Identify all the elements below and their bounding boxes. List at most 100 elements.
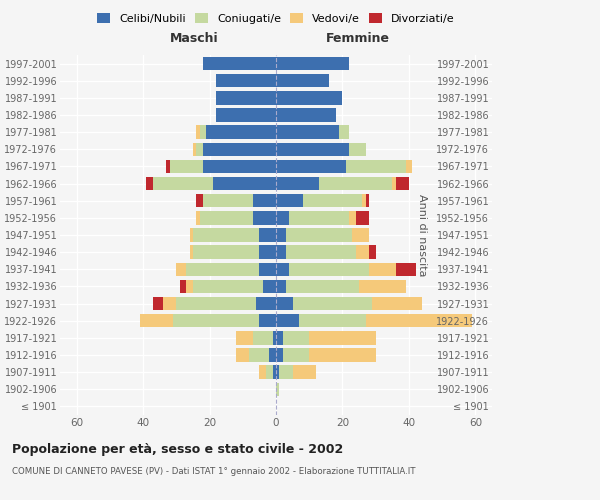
Bar bbox=[276, 280, 286, 293]
Bar bbox=[213, 177, 276, 190]
Bar bbox=[140, 314, 173, 328]
Bar bbox=[176, 297, 256, 310]
Bar bbox=[190, 228, 193, 241]
Bar bbox=[276, 211, 289, 224]
Bar bbox=[276, 382, 280, 396]
Bar bbox=[266, 366, 272, 379]
Bar bbox=[259, 246, 276, 259]
Text: Popolazione per età, sesso e stato civile - 2002: Popolazione per età, sesso e stato civil… bbox=[12, 442, 343, 456]
Bar bbox=[196, 194, 203, 207]
Bar bbox=[293, 297, 373, 310]
Text: Femmine: Femmine bbox=[326, 32, 390, 44]
Bar bbox=[193, 246, 259, 259]
Bar bbox=[359, 280, 406, 293]
Bar bbox=[289, 211, 349, 224]
Bar bbox=[286, 228, 352, 241]
Bar bbox=[203, 142, 276, 156]
Bar bbox=[256, 297, 276, 310]
Bar bbox=[163, 297, 176, 310]
Bar bbox=[196, 126, 200, 139]
Bar bbox=[362, 194, 366, 207]
Bar bbox=[259, 262, 276, 276]
Bar bbox=[236, 348, 250, 362]
Bar bbox=[153, 297, 163, 310]
Bar bbox=[392, 177, 395, 190]
Bar bbox=[276, 91, 343, 104]
Bar bbox=[366, 194, 369, 207]
Bar bbox=[289, 262, 369, 276]
Bar bbox=[253, 194, 276, 207]
Bar bbox=[346, 160, 406, 173]
Bar bbox=[395, 262, 416, 276]
Bar bbox=[369, 246, 376, 259]
Bar bbox=[283, 348, 309, 362]
Bar bbox=[276, 331, 283, 344]
Bar bbox=[276, 194, 302, 207]
Bar bbox=[276, 142, 349, 156]
Bar bbox=[216, 74, 276, 88]
Bar bbox=[369, 262, 395, 276]
Bar bbox=[250, 348, 269, 362]
Text: Maschi: Maschi bbox=[170, 32, 218, 44]
Bar bbox=[272, 366, 276, 379]
Bar bbox=[253, 331, 272, 344]
Y-axis label: Anni di nascita: Anni di nascita bbox=[417, 194, 427, 276]
Bar bbox=[203, 57, 276, 70]
Bar bbox=[276, 297, 293, 310]
Bar bbox=[309, 348, 376, 362]
Bar bbox=[259, 366, 266, 379]
Bar bbox=[286, 246, 356, 259]
Bar bbox=[299, 314, 366, 328]
Bar bbox=[196, 211, 200, 224]
Bar bbox=[179, 280, 186, 293]
Bar bbox=[200, 126, 206, 139]
Bar bbox=[170, 160, 203, 173]
Bar bbox=[349, 142, 366, 156]
Bar bbox=[253, 211, 276, 224]
Bar bbox=[193, 142, 196, 156]
Bar bbox=[276, 74, 329, 88]
Bar bbox=[276, 108, 336, 122]
Bar bbox=[196, 142, 203, 156]
Bar bbox=[276, 228, 286, 241]
Bar bbox=[200, 211, 253, 224]
Bar bbox=[302, 194, 362, 207]
Bar bbox=[283, 331, 309, 344]
Bar bbox=[193, 228, 259, 241]
Bar bbox=[259, 228, 276, 241]
Bar bbox=[216, 91, 276, 104]
Bar bbox=[276, 366, 280, 379]
Bar bbox=[206, 126, 276, 139]
Bar bbox=[349, 211, 356, 224]
Bar bbox=[276, 57, 349, 70]
Bar bbox=[356, 211, 369, 224]
Bar bbox=[146, 177, 153, 190]
Bar bbox=[406, 160, 412, 173]
Bar bbox=[216, 108, 276, 122]
Text: COMUNE DI CANNETO PAVESE (PV) - Dati ISTAT 1° gennaio 2002 - Elaborazione TUTTIT: COMUNE DI CANNETO PAVESE (PV) - Dati IST… bbox=[12, 468, 415, 476]
Bar bbox=[309, 331, 376, 344]
Bar bbox=[276, 262, 289, 276]
Bar bbox=[276, 160, 346, 173]
Bar bbox=[293, 366, 316, 379]
Bar bbox=[176, 262, 186, 276]
Bar bbox=[153, 177, 213, 190]
Bar bbox=[190, 246, 193, 259]
Bar bbox=[166, 160, 170, 173]
Bar bbox=[352, 228, 369, 241]
Bar bbox=[339, 126, 349, 139]
Bar bbox=[366, 314, 472, 328]
Bar bbox=[276, 348, 283, 362]
Bar bbox=[203, 194, 253, 207]
Bar bbox=[356, 246, 369, 259]
Bar bbox=[276, 126, 339, 139]
Bar bbox=[269, 348, 276, 362]
Bar bbox=[186, 280, 193, 293]
Bar bbox=[276, 177, 319, 190]
Bar bbox=[259, 314, 276, 328]
Bar bbox=[276, 246, 286, 259]
Bar bbox=[319, 177, 392, 190]
Bar bbox=[280, 366, 293, 379]
Bar bbox=[263, 280, 276, 293]
Bar bbox=[203, 160, 276, 173]
